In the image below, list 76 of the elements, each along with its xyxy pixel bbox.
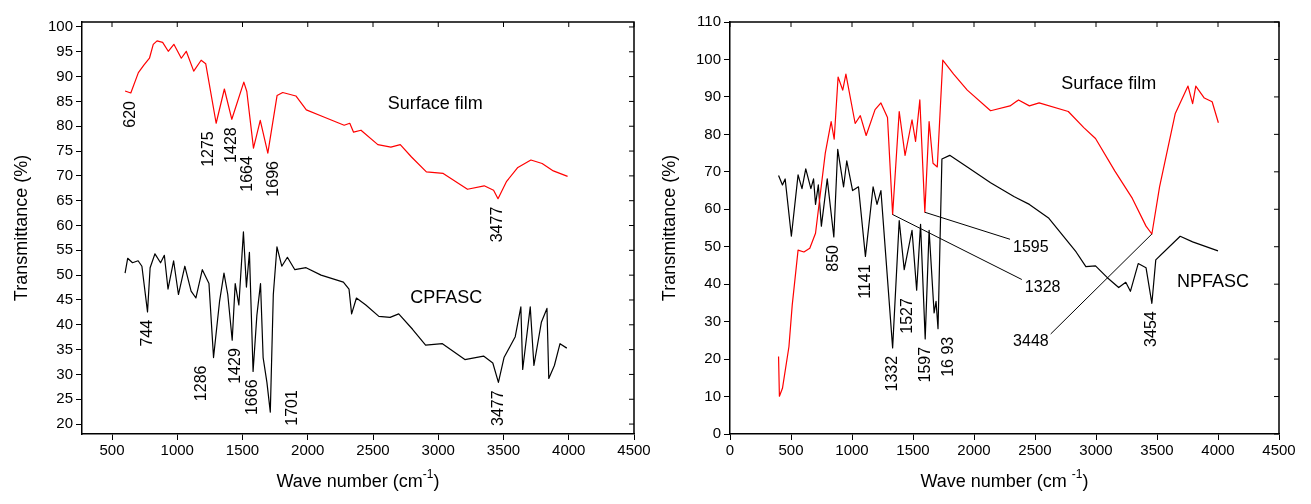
y-tick-label: 60: [56, 215, 73, 233]
annotation: 1666: [243, 379, 261, 416]
x-tick-label: 1000: [835, 440, 869, 458]
annotation: 1328: [1024, 277, 1061, 295]
y-tick-label: 65: [56, 190, 73, 208]
y-tick-label: 80: [704, 124, 721, 142]
y-tick-label: 45: [56, 290, 73, 308]
annotation: 1595: [1013, 237, 1049, 255]
y-axis-title: Transmittance (%): [10, 154, 31, 302]
y-tick-label: 100: [695, 49, 721, 67]
x-tick-label: 2500: [1018, 440, 1052, 458]
x-tick-label: 2000: [957, 440, 991, 458]
y-axis-title: Transmittance (%): [658, 154, 679, 302]
y-tick-label: 85: [56, 91, 73, 109]
y-tick-label: 35: [56, 339, 73, 357]
y-tick-label: 75: [56, 141, 73, 159]
y-tick-label: 20: [56, 414, 73, 432]
y-tick-label: 70: [704, 161, 721, 179]
annotation: 1527: [898, 298, 916, 334]
annotation: 744: [137, 319, 155, 347]
y-tick-label: 110: [697, 12, 721, 30]
series-label: CPFASC: [410, 287, 483, 308]
x-tick-label: 500: [778, 440, 804, 458]
annotation: 3477: [488, 206, 506, 243]
annotation: 850: [824, 244, 842, 272]
annotation: 1597: [915, 346, 933, 383]
y-tick-label: 90: [704, 87, 721, 105]
y-tick-label: 30: [56, 364, 73, 382]
y-tick-label: 25: [56, 389, 73, 407]
y-tick-label: 90: [56, 66, 73, 84]
annotation: 3477: [488, 390, 506, 426]
y-tick-label: 100: [47, 17, 73, 35]
annotation: 1286: [191, 365, 209, 402]
y-tick-label: 40: [56, 314, 73, 332]
x-tick-label: 4000: [552, 440, 586, 458]
annotation: 1275: [198, 131, 216, 167]
x-tick-label: 2500: [356, 440, 390, 458]
x-tick-label: 4000: [1201, 440, 1235, 458]
y-tick-label: 80: [56, 116, 73, 134]
x-tick-label: 2000: [291, 440, 325, 458]
y-tick-label: 30: [704, 311, 721, 329]
x-tick-label: 1500: [225, 440, 260, 458]
annotation: 1429: [225, 348, 243, 384]
x-tick-label: 1000: [160, 440, 194, 458]
annotation: 620: [121, 100, 139, 128]
y-tick-label: 95: [56, 41, 73, 59]
y-tick-label: 0: [712, 424, 721, 442]
y-tick-label: 50: [56, 265, 73, 283]
y-tick-label: 40: [704, 274, 721, 292]
x-tick-label: 3500: [1140, 440, 1174, 458]
legend-label: NPFASC: [1177, 270, 1250, 291]
annotation: 1141: [855, 264, 873, 299]
annotation: 3448: [1013, 332, 1049, 350]
y-tick-label: 10: [704, 386, 721, 404]
series-label: Surface film: [387, 93, 483, 114]
x-tick-label: 4500: [1262, 440, 1296, 458]
y-tick-label: 55: [56, 240, 73, 258]
x-tick-label: 3000: [421, 440, 455, 458]
annotation: 1428: [222, 127, 240, 163]
x-tick-label: 3000: [1079, 440, 1113, 458]
y-tick-label: 70: [56, 166, 73, 184]
y-tick-label: 20: [704, 349, 721, 367]
annotation: 16 93: [939, 336, 957, 377]
x-tick-label: 1500: [896, 440, 930, 458]
series-label: Surface film: [1061, 72, 1157, 93]
annotation: 1701: [282, 390, 300, 426]
annotation: 3454: [1142, 311, 1160, 347]
y-tick-label: 50: [704, 236, 721, 254]
annotation: 1664: [237, 155, 255, 192]
x-tick-label: 4500: [617, 440, 651, 458]
annotation: 1332: [883, 355, 901, 392]
x-tick-label: 500: [99, 440, 125, 458]
y-tick-label: 60: [704, 199, 721, 217]
x-tick-label: 0: [725, 440, 735, 458]
annotation: 1696: [264, 160, 282, 197]
x-tick-label: 3500: [486, 440, 521, 458]
